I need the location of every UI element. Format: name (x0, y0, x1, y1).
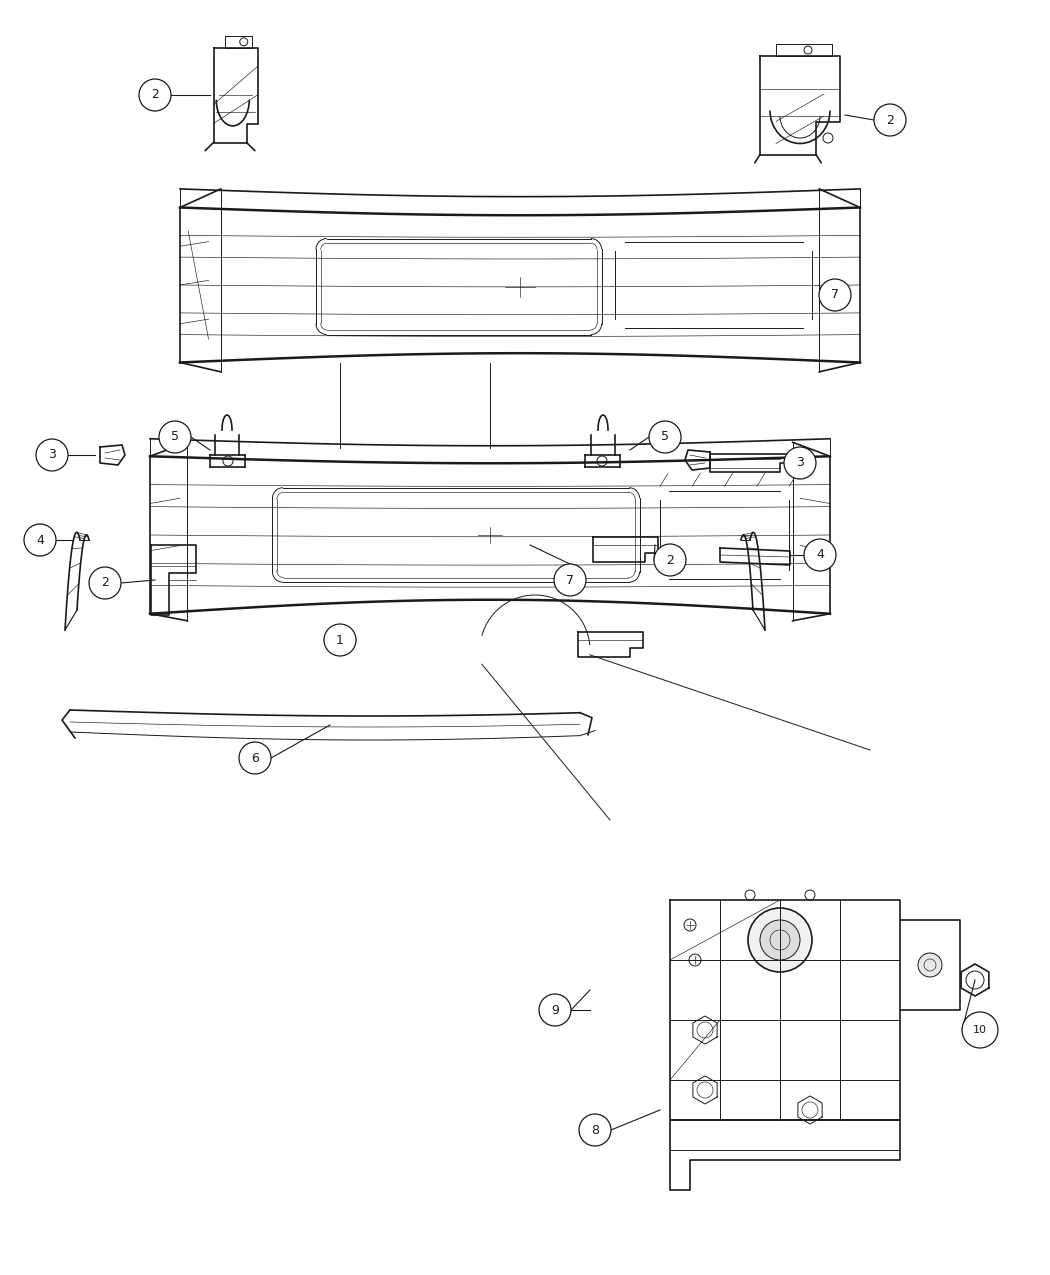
Circle shape (24, 524, 56, 556)
Text: 5: 5 (171, 431, 178, 444)
Text: 4: 4 (36, 533, 44, 547)
Text: 3: 3 (48, 449, 56, 462)
Text: 7: 7 (566, 574, 574, 586)
Text: 9: 9 (551, 1003, 559, 1016)
Circle shape (324, 623, 356, 657)
Circle shape (784, 448, 816, 479)
Circle shape (804, 539, 836, 571)
Text: 3: 3 (796, 456, 804, 469)
Circle shape (874, 105, 906, 136)
Circle shape (554, 564, 586, 595)
Circle shape (760, 921, 800, 960)
Text: 4: 4 (816, 548, 824, 561)
Circle shape (139, 79, 171, 111)
Text: 10: 10 (973, 1025, 987, 1035)
Circle shape (684, 919, 696, 931)
Circle shape (649, 421, 681, 453)
Text: 8: 8 (591, 1123, 598, 1136)
Circle shape (579, 1114, 611, 1146)
Circle shape (962, 1012, 998, 1048)
Text: 7: 7 (831, 288, 839, 301)
Text: 2: 2 (666, 553, 674, 566)
Circle shape (819, 279, 850, 311)
Text: 2: 2 (101, 576, 109, 589)
Circle shape (654, 544, 686, 576)
Circle shape (89, 567, 121, 599)
Text: 5: 5 (662, 431, 669, 444)
Text: 1: 1 (336, 634, 344, 646)
Text: 6: 6 (251, 751, 259, 765)
Circle shape (539, 994, 571, 1026)
Circle shape (159, 421, 191, 453)
Circle shape (239, 742, 271, 774)
Text: 2: 2 (151, 88, 159, 102)
Circle shape (36, 439, 68, 470)
Circle shape (689, 954, 701, 966)
Text: 2: 2 (886, 113, 894, 126)
Circle shape (918, 952, 942, 977)
Circle shape (748, 908, 812, 972)
